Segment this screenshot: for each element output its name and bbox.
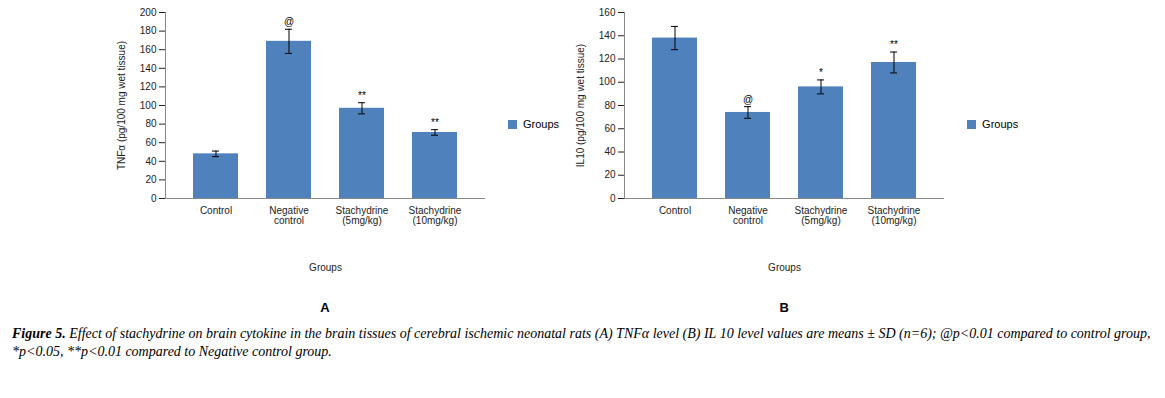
svg-text:140: 140 [140,63,157,74]
svg-text:Control: Control [659,205,691,216]
svg-text:100: 100 [599,76,616,87]
svg-text:160: 160 [140,44,157,55]
svg-text:@: @ [743,94,753,105]
html-text:Figure 5. Effect of stachydrin: Figure 5. Effect of stachydrine on brain… [12,326,1151,360]
svg-text:60: 60 [604,123,616,134]
svg-text:100: 100 [140,100,157,111]
html-text:B: B [779,300,789,315]
svg-text:0: 0 [151,193,157,204]
html-text:Groups: Groups [982,118,1019,130]
svg-text:Stachydrine(10mg/kg): Stachydrine(10mg/kg) [868,205,921,226]
svg-text:Control: Control [200,205,232,216]
svg-text:**: ** [890,39,898,50]
svg-text:80: 80 [145,118,157,129]
svg-text:TNFα (pg/100 mg wet tissue): TNFα (pg/100 mg wet tissue) [116,41,127,170]
svg-text:Groups: Groups [309,262,342,273]
svg-text:@: @ [284,16,294,27]
svg-text:20: 20 [145,174,157,185]
html-text:A: A [320,300,330,315]
svg-text:*: * [819,67,823,78]
html-text:Groups: Groups [523,118,560,130]
svg-text:**: ** [431,117,439,128]
svg-text:IL10 (pg/100 mg wet tissue): IL10 (pg/100 mg wet tissue) [575,44,586,167]
svg-text:160: 160 [599,7,616,18]
svg-text:120: 120 [140,81,157,92]
svg-text:120: 120 [599,53,616,64]
svg-text:20: 20 [604,169,616,180]
svg-text:Negativecontrol: Negativecontrol [269,205,309,226]
svg-text:40: 40 [145,156,157,167]
svg-text:Stachydrine(5mg/kg): Stachydrine(5mg/kg) [795,205,848,226]
svg-text:200: 200 [140,7,157,18]
svg-text:Stachydrine(10mg/kg): Stachydrine(10mg/kg) [409,205,462,226]
svg-text:0: 0 [610,193,616,204]
svg-text:Groups: Groups [768,262,801,273]
svg-text:Negativecontrol: Negativecontrol [728,205,768,226]
svg-text:140: 140 [599,30,616,41]
svg-text:40: 40 [604,146,616,157]
svg-text:Stachydrine(5mg/kg): Stachydrine(5mg/kg) [336,205,389,226]
svg-text:180: 180 [140,25,157,36]
svg-text:**: ** [358,90,366,101]
svg-text:80: 80 [604,100,616,111]
svg-text:60: 60 [145,137,157,148]
